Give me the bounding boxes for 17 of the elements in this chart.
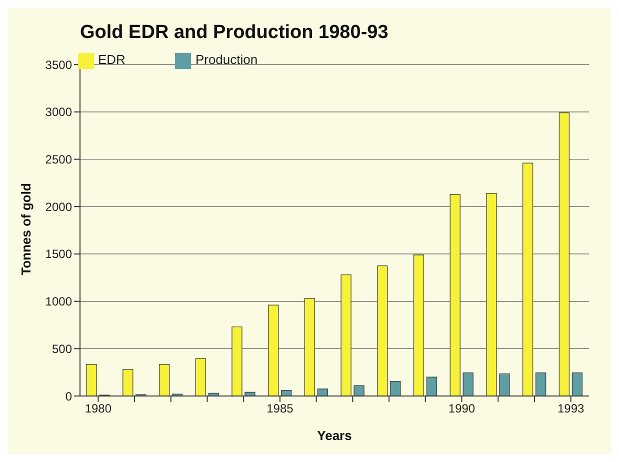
y-tick-label: 1000 xyxy=(45,294,72,309)
x-tick-label: 1980 xyxy=(84,402,112,416)
legend-label: EDR xyxy=(98,52,126,67)
legend-label: Production xyxy=(195,52,258,67)
y-tick-label: 0 xyxy=(65,389,72,404)
x-axis-title: Years xyxy=(317,428,352,443)
x-tick-label: 1990 xyxy=(448,402,476,416)
y-axis-title: Tonnes of gold xyxy=(18,183,34,276)
chart-title: Gold EDR and Production 1980-93 xyxy=(80,22,388,44)
x-tick-label: 1985 xyxy=(266,402,294,416)
y-tick-label: 2000 xyxy=(45,200,72,214)
y-tick-label: 1500 xyxy=(45,247,72,262)
y-tick-label: 3000 xyxy=(45,105,72,120)
x-tick-label: 1993 xyxy=(557,402,584,416)
y-tick-label: 500 xyxy=(52,342,72,356)
y-tick-label: 3500 xyxy=(45,58,72,72)
y-tick-label: 2500 xyxy=(45,152,72,167)
